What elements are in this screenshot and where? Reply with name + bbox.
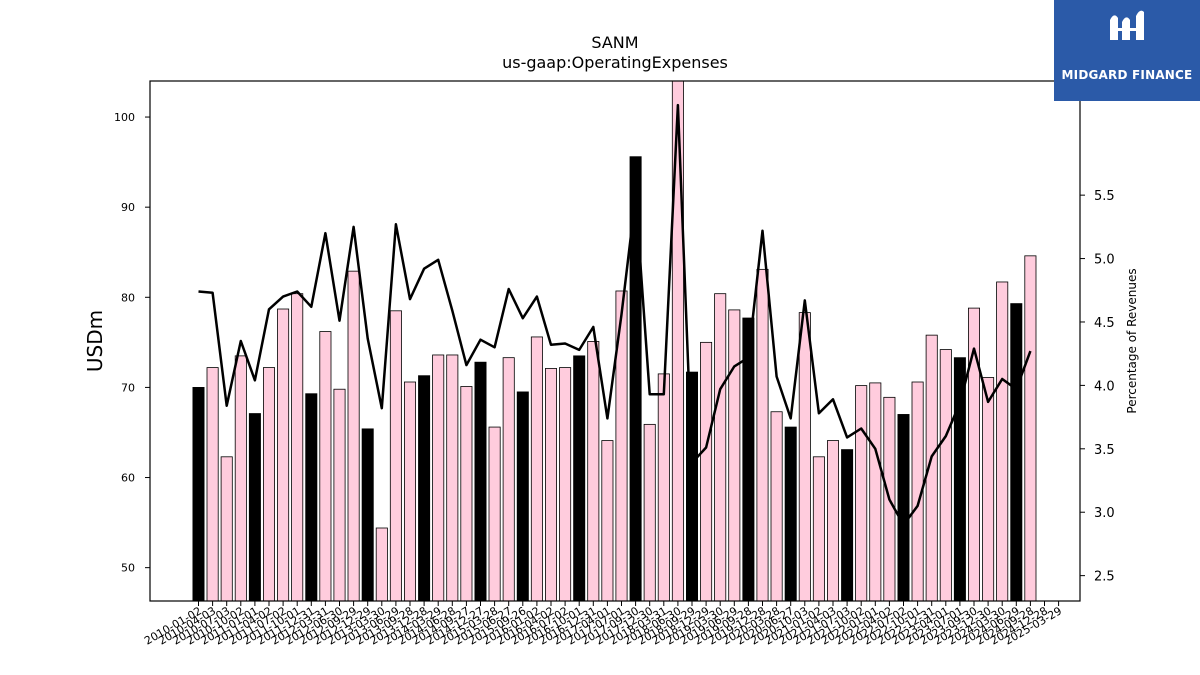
bar (939, 349, 952, 602)
bar (798, 312, 811, 602)
bar (559, 367, 572, 602)
bar (657, 373, 670, 602)
bar (643, 423, 656, 602)
bar (432, 354, 445, 602)
y-tick-label: 100 (114, 111, 135, 124)
bar (460, 386, 473, 602)
bar (262, 367, 275, 602)
bar (234, 355, 247, 602)
bar (446, 354, 459, 602)
bar-series (192, 80, 1037, 602)
bar (812, 456, 825, 602)
bar (756, 268, 769, 602)
bar (897, 414, 910, 602)
bar (855, 385, 868, 602)
bar (488, 426, 501, 602)
bar (1010, 303, 1023, 602)
bar (403, 381, 416, 602)
y-right-tick-label: 2.5 (1094, 570, 1115, 585)
y-tick-label: 70 (121, 381, 135, 394)
bar (827, 440, 840, 602)
bar (1024, 255, 1037, 602)
logo-text: MIDGARD FINANCE (1061, 68, 1193, 82)
bar (530, 336, 543, 602)
bar (686, 371, 699, 602)
bar (347, 270, 360, 602)
bar (516, 391, 529, 602)
bar (248, 413, 261, 602)
bar (996, 281, 1009, 602)
chart-title: SANM (591, 33, 638, 52)
ratio-line-series (198, 103, 1032, 527)
bar (389, 310, 402, 602)
bar (502, 357, 515, 602)
bar (206, 367, 219, 602)
bar (700, 341, 713, 602)
y-right-tick-label: 3.5 (1094, 443, 1115, 458)
y-right-tick-label: 4.0 (1094, 379, 1115, 394)
bar (375, 527, 388, 602)
bar (671, 80, 684, 602)
x-axis: 2010-01-022010-04-032010-07-032010-10-02… (142, 601, 1064, 648)
bar (305, 393, 318, 602)
bar (728, 309, 741, 602)
y-right-tick-label: 3.0 (1094, 506, 1115, 521)
y-right-tick-label: 5.0 (1094, 253, 1115, 268)
chart-subtitle: us-gaap:OperatingExpenses (502, 53, 728, 72)
y-tick-label: 50 (121, 562, 135, 575)
bar (770, 411, 783, 602)
bar (545, 368, 558, 602)
bar (474, 361, 487, 602)
bar (953, 357, 966, 602)
bar (291, 293, 304, 602)
bar (601, 440, 614, 602)
bar (333, 388, 346, 602)
bar (841, 449, 854, 602)
bar (220, 456, 233, 602)
y-tick-label: 90 (121, 201, 135, 214)
y-axis-label: USDm (83, 310, 107, 372)
bar (982, 377, 995, 602)
bar (714, 293, 727, 602)
y-tick-label: 60 (121, 472, 135, 485)
y-axis-left: 50 60 70 80 90 100 (114, 111, 150, 575)
bar (418, 375, 431, 602)
bar (587, 341, 600, 602)
plot-frame (149, 80, 1081, 602)
ratio-line (198, 103, 1032, 527)
y-right-tick-label: 5.5 (1094, 189, 1115, 204)
logo-mark-icon (1110, 10, 1144, 40)
bar (573, 355, 586, 602)
bar (869, 382, 882, 602)
y-axis-right-label: Percentage of Revenues (1125, 268, 1139, 413)
bar (192, 387, 205, 602)
y-tick-label: 80 (121, 291, 135, 304)
brand-logo: MIDGARD FINANCE (1054, 0, 1200, 101)
bar (784, 426, 797, 602)
y-right-tick-label: 4.5 (1094, 316, 1115, 331)
bar (319, 331, 332, 602)
bar (361, 428, 374, 602)
bar (277, 308, 290, 602)
y-axis-right: 2.5 3.0 3.5 4.0 4.5 5.0 5.5 (1080, 189, 1115, 585)
